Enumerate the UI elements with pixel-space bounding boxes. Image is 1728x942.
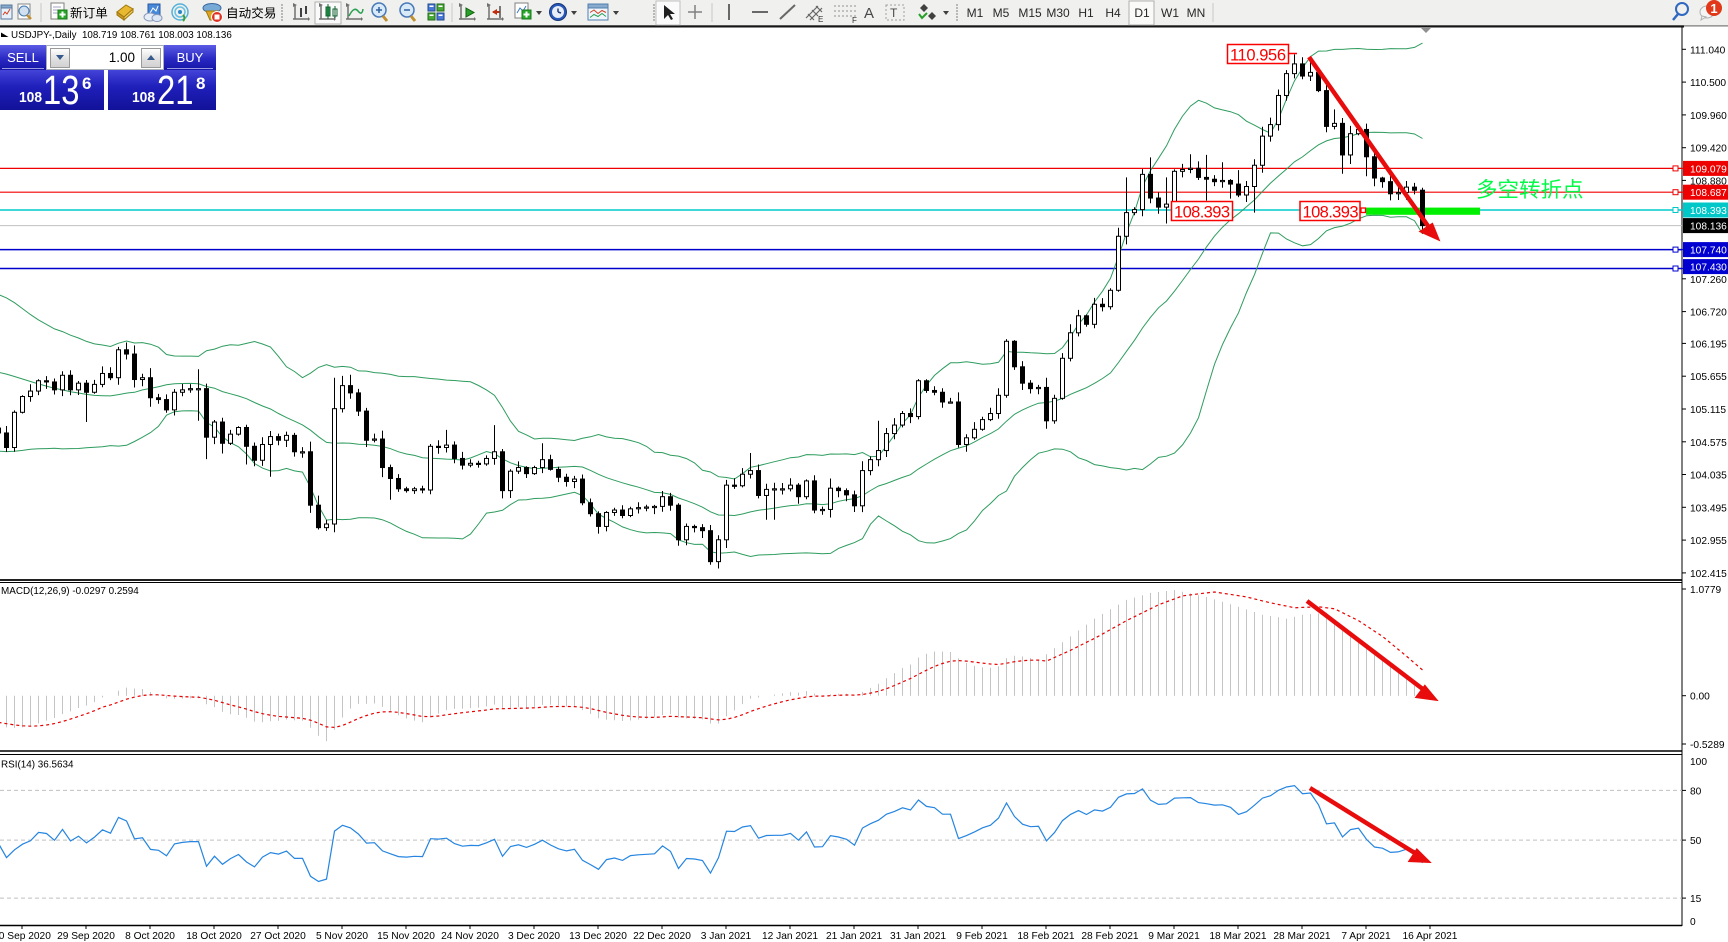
- svg-text:13 Dec 2020: 13 Dec 2020: [569, 931, 627, 942]
- svg-text:F: F: [852, 16, 857, 25]
- svg-text:80: 80: [1690, 786, 1702, 797]
- svg-text:50: 50: [1690, 836, 1702, 847]
- svg-text:106.195: 106.195: [1690, 339, 1727, 350]
- svg-text:7 Apr 2021: 7 Apr 2021: [1341, 931, 1391, 942]
- svg-text:-0.5289: -0.5289: [1690, 740, 1725, 751]
- svg-text:W1: W1: [1161, 6, 1179, 20]
- svg-text:18 Feb 2021: 18 Feb 2021: [1017, 931, 1075, 942]
- svg-text:110.956: 110.956: [1230, 47, 1286, 65]
- svg-text:105.655: 105.655: [1690, 372, 1727, 383]
- svg-text:109.960: 109.960: [1690, 111, 1727, 122]
- svg-text:27 Oct 2020: 27 Oct 2020: [250, 931, 306, 942]
- svg-text:104.035: 104.035: [1690, 471, 1727, 482]
- svg-text:31 Jan 2021: 31 Jan 2021: [890, 931, 946, 942]
- svg-text:H1: H1: [1078, 6, 1094, 20]
- svg-text:MN: MN: [1187, 6, 1206, 20]
- svg-text:E: E: [818, 15, 823, 24]
- svg-text:108.393: 108.393: [1690, 206, 1727, 217]
- svg-text:108.687: 108.687: [1690, 188, 1727, 199]
- svg-text:0: 0: [1690, 917, 1696, 928]
- svg-text:MACD(12,26,9) -0.0297 0.2594: MACD(12,26,9) -0.0297 0.2594: [1, 586, 139, 597]
- svg-text:M1: M1: [967, 6, 984, 20]
- svg-text:H4: H4: [1105, 6, 1121, 20]
- svg-text:M30: M30: [1046, 6, 1070, 20]
- svg-text:106.720: 106.720: [1690, 308, 1727, 319]
- svg-text:5 Nov 2020: 5 Nov 2020: [316, 931, 368, 942]
- svg-text:108.393: 108.393: [1303, 204, 1359, 222]
- svg-text:16 Apr 2021: 16 Apr 2021: [1403, 931, 1458, 942]
- svg-text:28 Feb 2021: 28 Feb 2021: [1081, 931, 1139, 942]
- svg-text:20 Sep 2020: 20 Sep 2020: [0, 931, 51, 942]
- svg-text:T: T: [890, 6, 898, 20]
- svg-text:M15: M15: [1018, 6, 1042, 20]
- svg-text:109.079: 109.079: [1690, 164, 1727, 175]
- svg-text:107.430: 107.430: [1690, 263, 1727, 274]
- svg-text:12 Jan 2021: 12 Jan 2021: [762, 931, 818, 942]
- svg-text:103.495: 103.495: [1690, 503, 1727, 514]
- svg-text:1.0779: 1.0779: [1690, 585, 1721, 596]
- svg-text:28 Mar 2021: 28 Mar 2021: [1273, 931, 1331, 942]
- svg-text:3 Dec 2020: 3 Dec 2020: [508, 931, 560, 942]
- svg-text:105.115: 105.115: [1690, 405, 1726, 416]
- svg-text:18 Oct 2020: 18 Oct 2020: [186, 931, 242, 942]
- svg-text:108.880: 108.880: [1690, 176, 1727, 187]
- svg-text:24 Nov 2020: 24 Nov 2020: [441, 931, 499, 942]
- svg-text:RSI(14) 36.5634: RSI(14) 36.5634: [1, 760, 74, 771]
- svg-text:29 Sep 2020: 29 Sep 2020: [57, 931, 115, 942]
- svg-text:108.393: 108.393: [1174, 204, 1230, 222]
- svg-text:M5: M5: [993, 6, 1010, 20]
- svg-text:3 Jan 2021: 3 Jan 2021: [701, 931, 752, 942]
- svg-text:22 Dec 2020: 22 Dec 2020: [633, 931, 691, 942]
- svg-text:21 Jan 2021: 21 Jan 2021: [826, 931, 882, 942]
- svg-text:107.260: 107.260: [1690, 275, 1727, 286]
- svg-text:102.955: 102.955: [1690, 536, 1727, 547]
- svg-text:A: A: [864, 5, 874, 22]
- svg-text:0.00: 0.00: [1690, 692, 1710, 703]
- svg-text:107.740: 107.740: [1690, 246, 1727, 257]
- svg-text:18 Mar 2021: 18 Mar 2021: [1209, 931, 1267, 942]
- svg-text:1: 1: [1710, 1, 1717, 16]
- svg-text:9 Mar 2021: 9 Mar 2021: [1148, 931, 1200, 942]
- svg-text:104.575: 104.575: [1690, 438, 1727, 449]
- svg-text:15 Nov 2020: 15 Nov 2020: [377, 931, 435, 942]
- svg-text:USDJPY-,Daily 108.719 108.761: USDJPY-,Daily 108.719 108.761 108.003 10…: [11, 30, 232, 41]
- svg-text:D1: D1: [1134, 6, 1150, 20]
- svg-text:109.420: 109.420: [1690, 144, 1727, 155]
- svg-text:102.415: 102.415: [1690, 569, 1727, 580]
- svg-text:9 Feb 2021: 9 Feb 2021: [956, 931, 1008, 942]
- svg-text:108.136: 108.136: [1690, 222, 1727, 233]
- svg-text:8 Oct 2020: 8 Oct 2020: [125, 931, 175, 942]
- svg-text:111.040: 111.040: [1690, 45, 1726, 56]
- svg-text:110.500: 110.500: [1690, 78, 1726, 89]
- svg-text:15: 15: [1690, 894, 1702, 905]
- svg-text:100: 100: [1690, 757, 1707, 768]
